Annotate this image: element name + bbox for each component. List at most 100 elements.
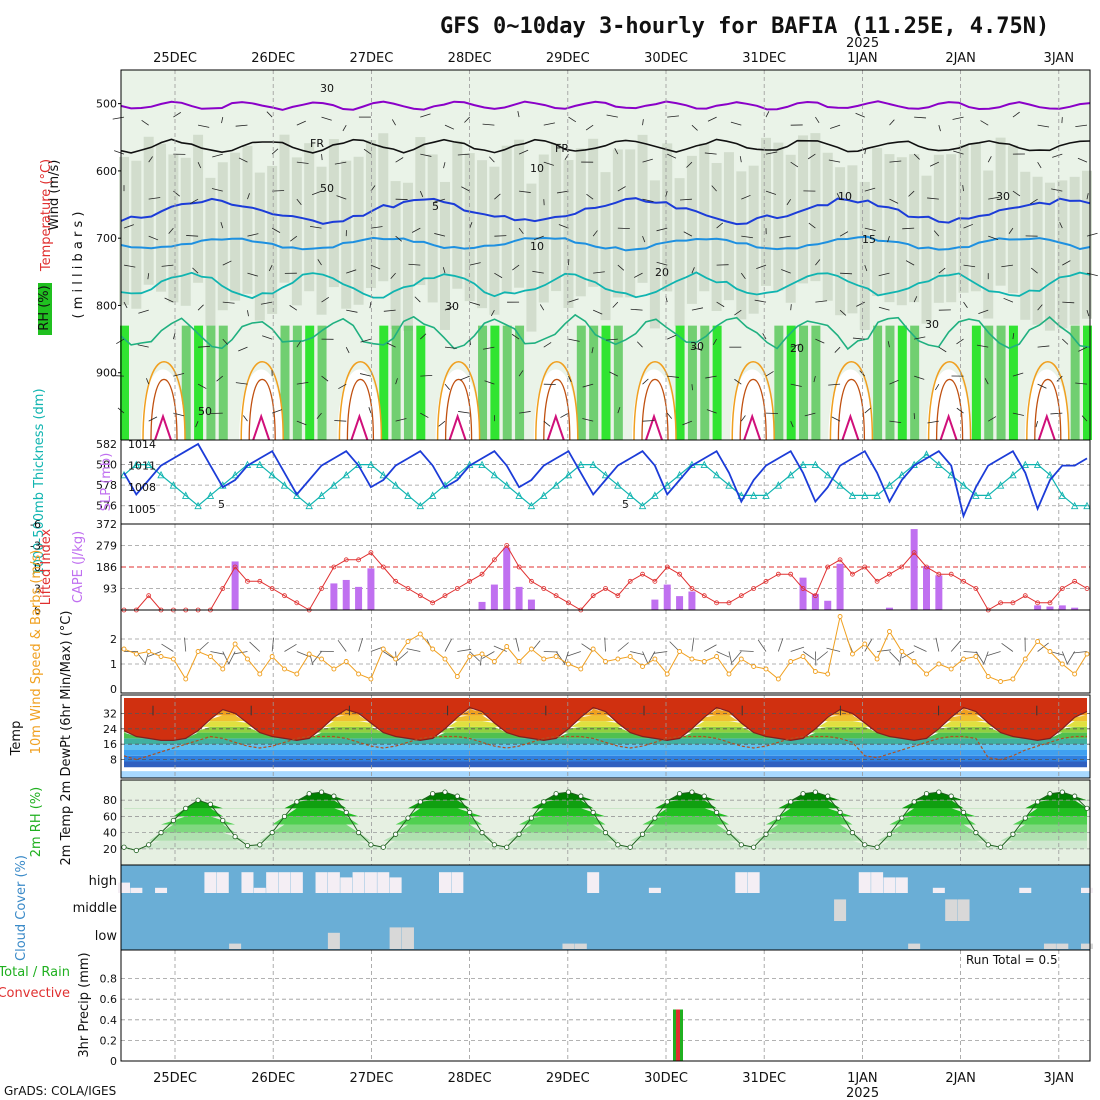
year-label-top: 2025: [846, 36, 879, 51]
wind-barb: [585, 124, 594, 131]
wind-barb: [756, 264, 767, 269]
wind-barb: [617, 227, 630, 230]
wind-barb: [290, 235, 298, 242]
rh-tick-label: 60: [103, 810, 117, 823]
thickness-marker: [132, 460, 141, 469]
wind-barb-10m: [950, 640, 961, 652]
rh-marker: [1059, 789, 1065, 795]
wind-barb-10m: [444, 638, 452, 652]
lifted-index-marker: [998, 600, 1003, 606]
wind-barb: [369, 302, 372, 309]
wind-barb: [683, 231, 693, 237]
thickness-marker: [1070, 501, 1079, 510]
rh-shade: [946, 154, 957, 303]
thickness-marker: [824, 470, 832, 479]
wind-barb-10m: [271, 637, 275, 652]
temp-line: [123, 706, 1088, 742]
wind-barb-10m: [222, 651, 230, 665]
wind-barb: [682, 420, 693, 426]
axis-label-wind: Wind (m/s): [47, 160, 62, 231]
rh-marker: [837, 809, 843, 815]
rh-shade: [526, 183, 537, 332]
wind-barb: [963, 223, 974, 229]
axis-label-total-rain: Total / Rain: [0, 965, 70, 980]
wind-barb: [1030, 198, 1038, 205]
temp-contour-35: [252, 413, 271, 441]
rh-shade: [205, 177, 216, 326]
rh-shade: [872, 148, 883, 297]
wind-barb: [484, 380, 495, 385]
rh-marker: [985, 842, 991, 848]
wind-speed-marker: [207, 654, 213, 659]
rh-shade: [933, 154, 944, 303]
wind-barb: [815, 338, 825, 344]
lifted-index-marker: [590, 593, 596, 599]
wind-barb: [711, 185, 717, 192]
wind-barb: [534, 235, 544, 241]
rh-marker: [849, 830, 856, 836]
cape-bar: [1071, 607, 1079, 610]
cloud-bar-high: [871, 872, 884, 893]
thickness-marker: [540, 491, 548, 499]
rh-marker: [627, 844, 633, 850]
wind-barb: [172, 333, 176, 340]
wind-speed-marker: [566, 661, 571, 667]
rh-marker: [158, 830, 164, 836]
wind-barb: [839, 309, 847, 316]
wind-speed-marker: [1047, 649, 1053, 654]
rh-shade: [761, 137, 771, 286]
temp-contour-30: [935, 378, 964, 441]
wind-barb-10m: [184, 637, 187, 652]
wind-barb: [289, 305, 298, 311]
cloud-level-label: high: [89, 874, 117, 889]
temp-contour-20: [120, 313, 1091, 351]
wind-barb: [1051, 188, 1063, 192]
wind-barb: [889, 119, 895, 126]
wind-barb: [691, 124, 698, 131]
thickness-marker: [675, 470, 684, 479]
wind-barb-10m: [963, 651, 978, 653]
precip-panel: 0 0.2 0.4 0.6 0.8 Total / Rain Convective 3hr P…: [0, 949, 1091, 1068]
precip-tick-label: 0.6: [100, 993, 118, 1006]
thickness-marker: [1021, 460, 1029, 469]
rh-moist-column: [1083, 325, 1092, 440]
wind-barb: [1062, 260, 1071, 266]
wind-barb: [642, 198, 654, 202]
rh-marker: [294, 799, 300, 805]
cloud-bar-high: [858, 872, 871, 893]
temp-contour-30: [837, 378, 866, 441]
temp-contour-30: [248, 378, 276, 441]
wind-barb: [346, 269, 357, 274]
lifted-index-marker: [763, 578, 769, 584]
thickness-marker: [490, 470, 499, 479]
lifted-index-marker: [232, 564, 238, 570]
wind-barb: [518, 370, 524, 377]
axis-label-cape: CAPE (J/kg): [71, 531, 86, 603]
wind-barb: [933, 230, 940, 237]
wind-barb: [938, 125, 941, 132]
rh-shade: [575, 148, 586, 297]
rh-marker: [578, 793, 584, 799]
rh-marker: [281, 813, 288, 820]
wind-barb: [568, 338, 580, 342]
wind-barb: [543, 342, 552, 348]
wind-speed-marker: [1059, 661, 1065, 667]
cape-bar: [515, 586, 523, 610]
cape-bar: [651, 599, 659, 610]
wind-barb: [197, 383, 207, 389]
thickness-marker: [268, 470, 276, 479]
rh-moist-column: [687, 325, 697, 440]
lifted-index-marker: [961, 578, 966, 584]
wind-barb: [704, 152, 717, 155]
contour-label: 5: [622, 498, 629, 511]
thickness-marker: [182, 491, 190, 499]
lifted-index-marker: [245, 578, 250, 584]
wind-barb: [359, 373, 372, 377]
temp-contour-15: [120, 271, 1091, 300]
rh-marker: [936, 789, 942, 795]
wind-speed-marker: [837, 614, 843, 619]
lifted-index-marker: [874, 578, 880, 584]
rh-moist-column: [280, 325, 290, 440]
thickness-marker: [330, 481, 338, 489]
